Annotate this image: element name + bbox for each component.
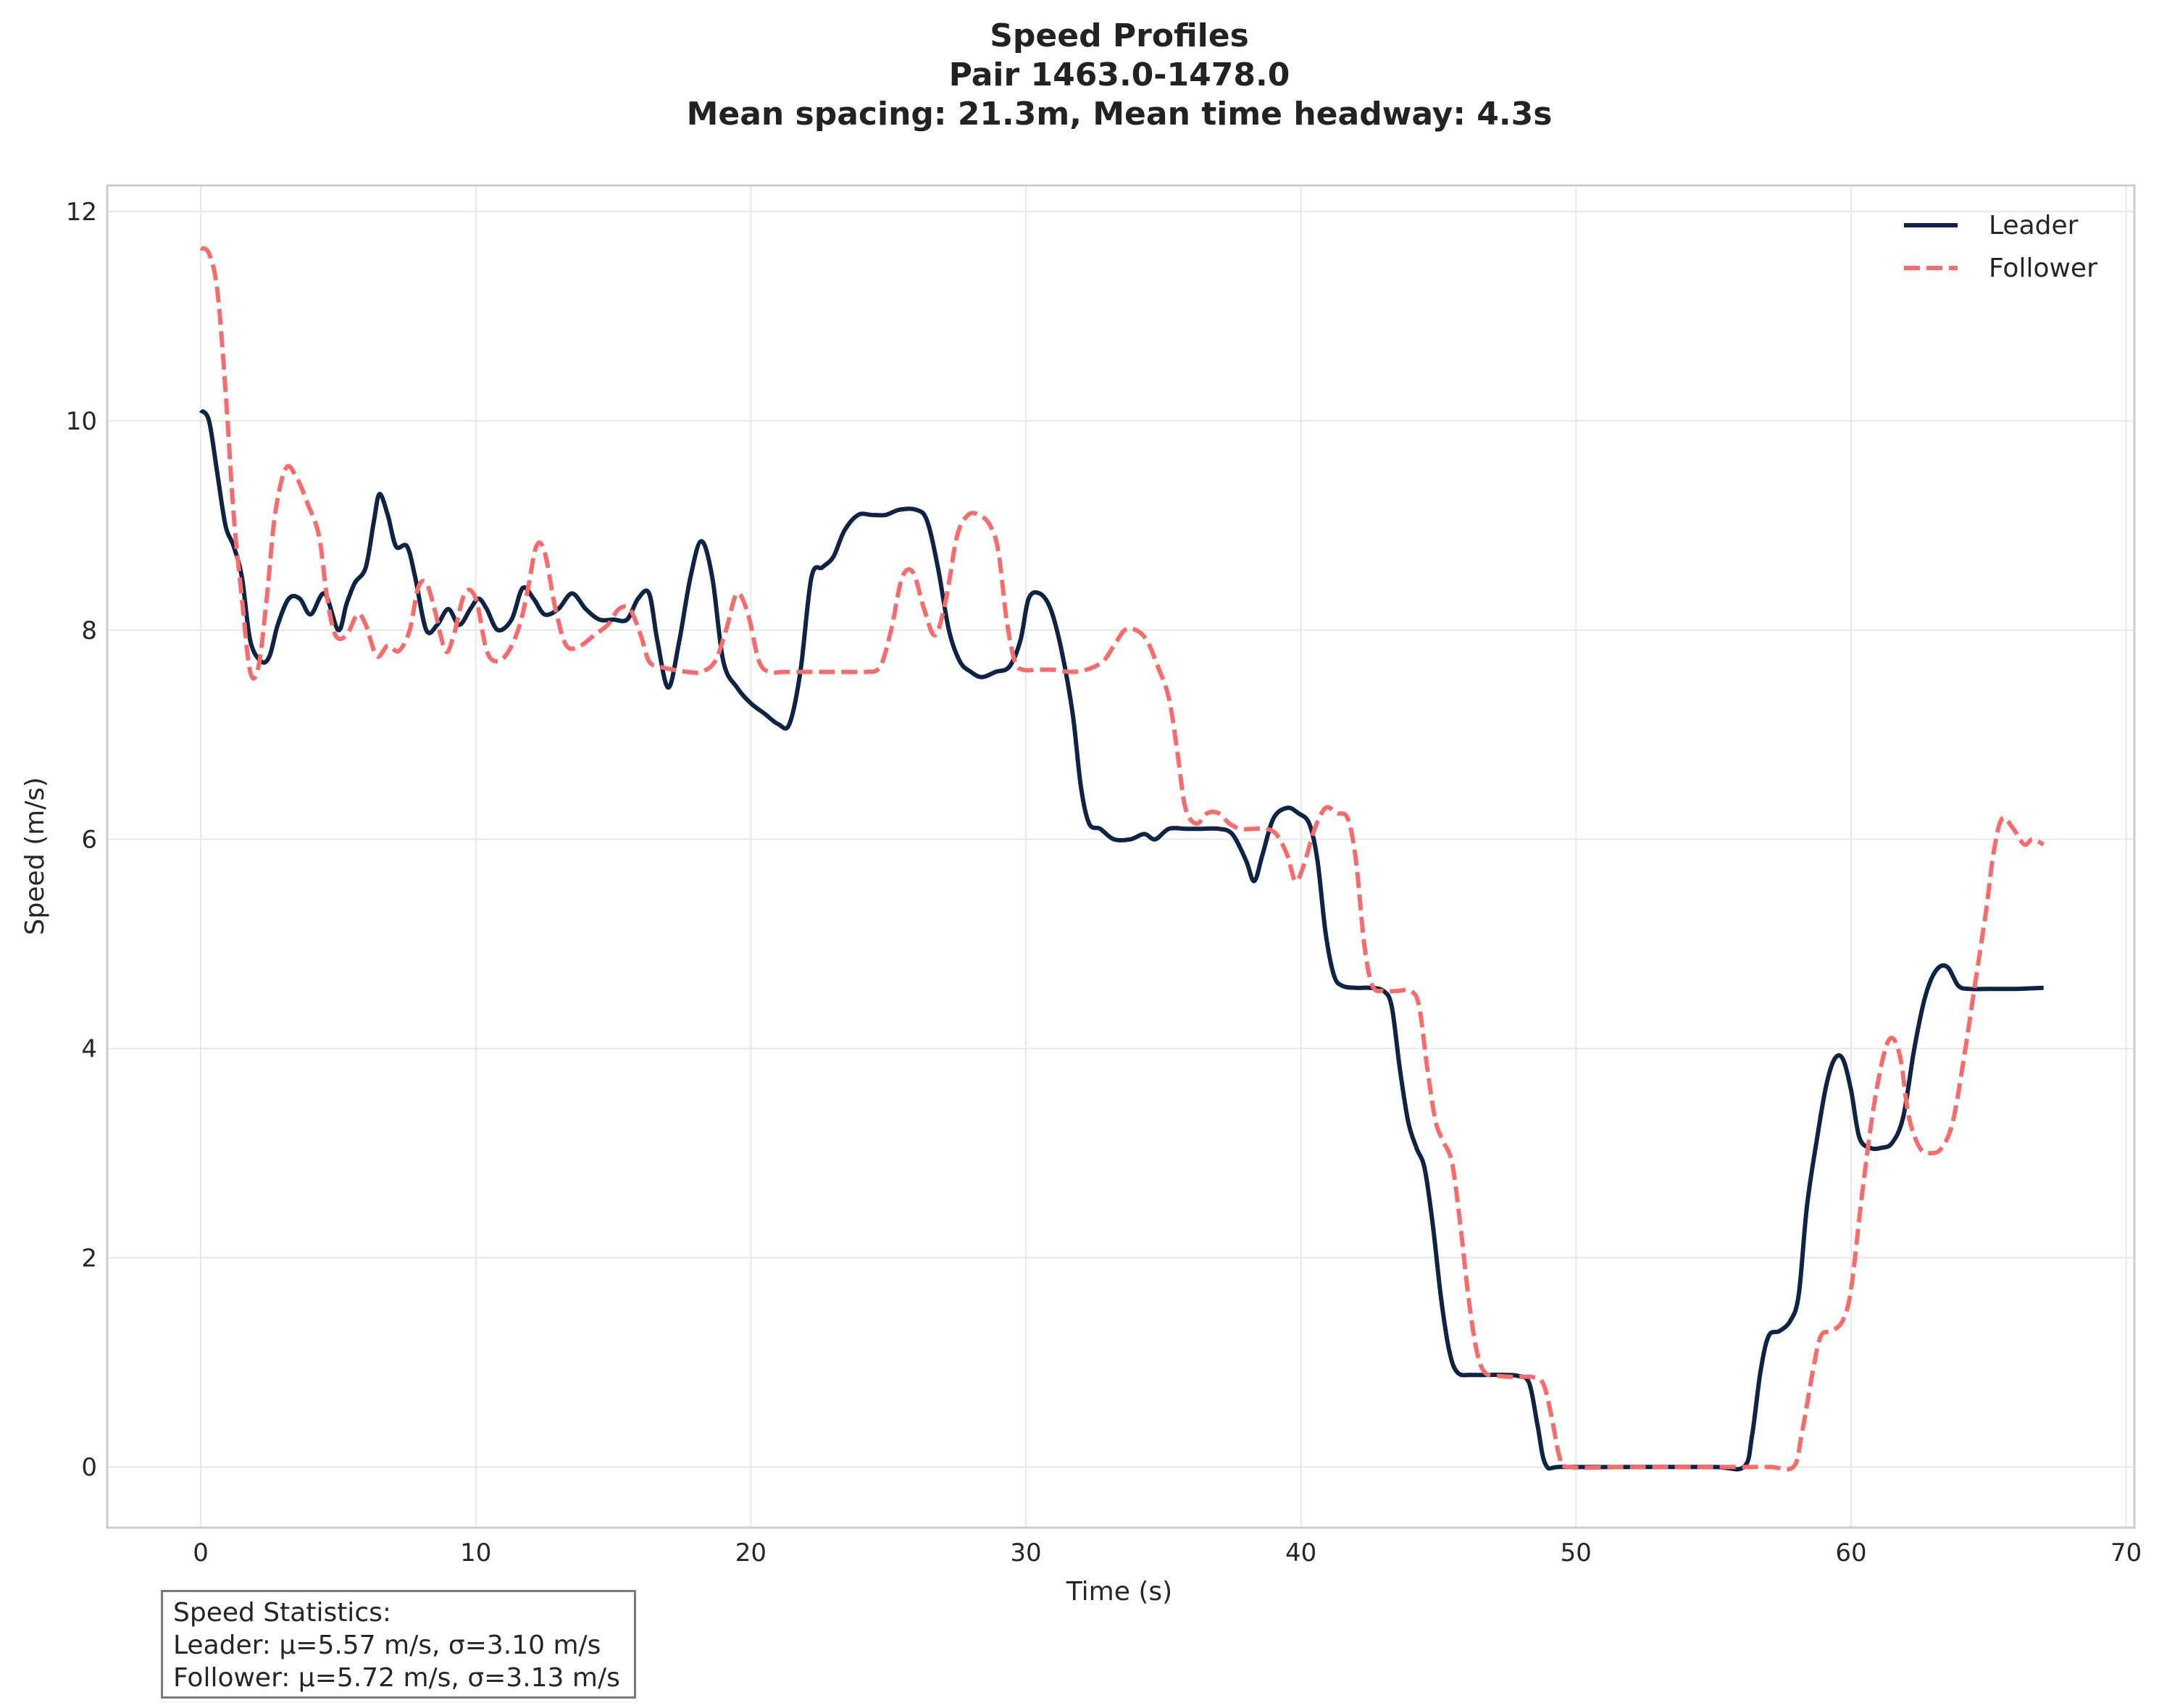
- y-axis-ticks: 0 2 4 6 8 10 12: [66, 198, 97, 1482]
- grid-lines: [107, 185, 2134, 1528]
- y-tick-label: 2: [81, 1244, 97, 1273]
- title-line-3: Mean spacing: 21.3m, Mean time headway: …: [687, 96, 1553, 133]
- x-tick-label: 0: [193, 1539, 209, 1567]
- x-tick-label: 40: [1285, 1539, 1316, 1567]
- x-tick-label: 50: [1561, 1539, 1592, 1567]
- title-line-1: Speed Profiles: [990, 17, 1249, 54]
- plot-frame: [106, 184, 2136, 1529]
- y-tick-label: 0: [81, 1453, 97, 1482]
- y-tick-label: 12: [66, 198, 97, 227]
- speed-statistics-box: Speed Statistics: Leader: μ=5.57 m/s, σ=…: [161, 1590, 636, 1699]
- x-tick-label: 30: [1010, 1539, 1041, 1567]
- series-line-follower: [199, 246, 2045, 1472]
- x-axis-ticks: 0 10 20 30 40 50 60 70: [193, 1539, 2142, 1567]
- x-tick-label: 10: [460, 1539, 491, 1567]
- series-layer: [199, 246, 2045, 1472]
- chart-title: Speed Profiles Pair 1463.0-1478.0 Mean s…: [687, 17, 1553, 133]
- series-line-leader: [199, 409, 2044, 1472]
- legend-follower-label: Follower: [1989, 254, 2097, 283]
- x-tick-label: 70: [2110, 1539, 2142, 1567]
- y-axis-label: Speed (m/s): [20, 777, 50, 935]
- title-line-2: Pair 1463.0-1478.0: [949, 56, 1290, 93]
- y-tick-label: 6: [81, 826, 97, 855]
- y-tick-label: 10: [66, 407, 97, 436]
- x-axis-label: Time (s): [1066, 1577, 1172, 1607]
- stats-heading: Speed Statistics:: [173, 1598, 391, 1628]
- stats-leader: Leader: μ=5.57 m/s, σ=3.10 m/s: [173, 1630, 601, 1660]
- x-tick-label: 20: [735, 1539, 767, 1567]
- y-tick-label: 8: [81, 616, 97, 645]
- stats-follower: Follower: μ=5.72 m/s, σ=3.13 m/s: [173, 1663, 620, 1693]
- legend: Leader Follower: [1904, 211, 2097, 283]
- legend-leader-label: Leader: [1989, 211, 2079, 240]
- y-tick-label: 4: [81, 1035, 97, 1064]
- x-tick-label: 60: [1835, 1539, 1866, 1567]
